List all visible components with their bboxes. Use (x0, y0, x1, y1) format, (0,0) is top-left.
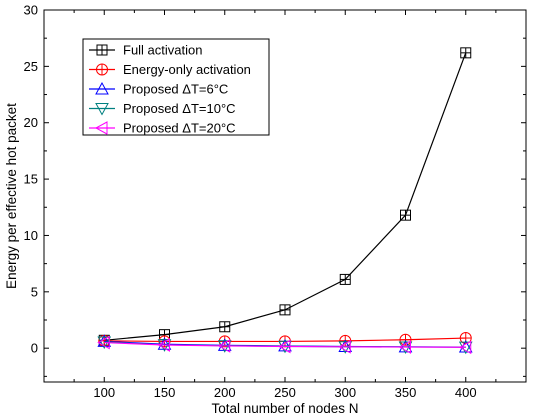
x-tick-label: 300 (334, 385, 356, 400)
legend-label: Proposed ΔT=10°C (123, 101, 236, 116)
x-tick-label: 400 (455, 385, 477, 400)
data-point (460, 47, 472, 59)
y-tick-label: 0 (31, 341, 38, 356)
data-point (217, 339, 231, 353)
data-point (278, 338, 292, 352)
ticks-layer: 100 150 200 250 300 350 400 0 5 10 15 20 25 30 (24, 3, 526, 400)
y-tick-label: 30 (24, 3, 38, 18)
y-tick-label: 20 (24, 115, 38, 130)
series-layer (97, 47, 473, 355)
legend-item: Proposed ΔT=20°C (89, 121, 236, 136)
x-tick-label: 150 (154, 385, 176, 400)
legend-marker (96, 44, 108, 56)
data-point (277, 339, 291, 354)
data-point (339, 273, 351, 285)
data-point (458, 340, 472, 355)
data-point (279, 304, 291, 316)
data-point (97, 335, 110, 350)
data-point (400, 209, 411, 221)
legend-item: Full activation (89, 43, 202, 58)
x-tick-label: 250 (274, 385, 296, 400)
y-tick-label: 10 (24, 228, 38, 243)
legend-item: Proposed ΔT=6°C (89, 82, 228, 97)
x-tick-label: 350 (395, 385, 417, 400)
data-point (157, 338, 170, 352)
legend-label: Energy-only activation (123, 62, 251, 77)
legend-label: Full activation (123, 43, 202, 58)
legend-label: Proposed ΔT=6°C (123, 82, 228, 97)
data-point (398, 340, 411, 354)
legend-item: Proposed ΔT=10°C (89, 101, 236, 116)
legend-box (82, 38, 270, 136)
legend-marker (94, 121, 108, 135)
legend-marker (95, 103, 109, 116)
x-tick-label: 200 (214, 385, 236, 400)
x-tick-label: 100 (93, 385, 115, 400)
series-0 (98, 47, 472, 346)
series-4 (97, 335, 472, 355)
legend-marker (96, 63, 108, 76)
y-tick-label: 25 (24, 59, 38, 74)
y-tick-label: 15 (24, 172, 38, 187)
legend-marker (95, 81, 109, 95)
legend-label: Proposed ΔT=20°C (123, 121, 236, 136)
data-point (219, 321, 231, 333)
data-point (217, 338, 232, 351)
legend-item: Energy-only activation (89, 62, 251, 77)
legend: Full activation Energy-only activation Pro… (82, 38, 270, 136)
series-line (104, 341, 466, 348)
data-point (338, 339, 353, 352)
data-point (458, 340, 473, 353)
data-point (338, 339, 351, 354)
x-axis-title: Total number of nodes N (211, 401, 358, 416)
y-axis-title: Energy per effective hot packet (4, 103, 19, 289)
y-tick-label: 5 (31, 284, 38, 299)
